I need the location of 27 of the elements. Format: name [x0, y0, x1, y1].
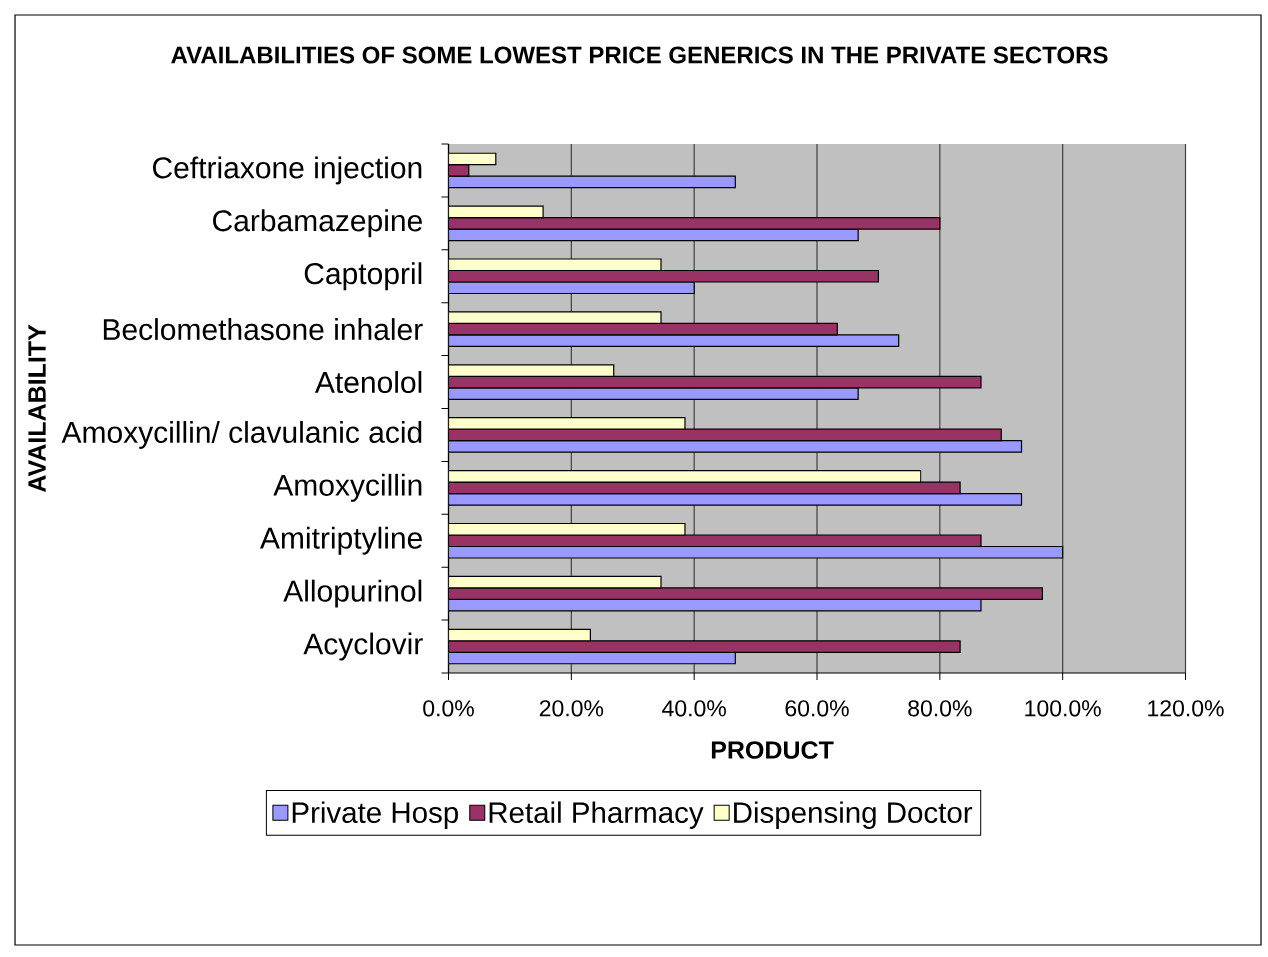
chart-title: AVAILABILITIES OF SOME LOWEST PRICE GENERICS IN THE PRIVATE SECTORS — [171, 46, 1108, 64]
y-tick-label: Amoxycillin — [273, 473, 422, 502]
x-tick-label: 20.0% — [539, 700, 604, 717]
y-tick-label: Ceftriaxone injection — [153, 156, 422, 185]
x-tick-label: 80.0% — [908, 700, 972, 717]
y-tick-label: Atenolol — [314, 371, 422, 394]
y-tick-label: Allopurinol — [283, 579, 422, 608]
y-axis-title: AVAILABILITY — [28, 324, 46, 493]
bar — [448, 640, 961, 653]
y-tick-label: Amitriptyline — [259, 526, 422, 555]
x-tick-label: 40.0% — [662, 700, 726, 717]
y-tick-label: Acyclovir — [303, 632, 423, 661]
x-axis-title: PRODUCT — [711, 741, 834, 759]
bar — [448, 387, 859, 400]
x-tick-label: 0.0% — [423, 700, 474, 717]
x-tick-label: 60.0% — [785, 700, 849, 717]
y-tick-label: Beclomethasone inhaler — [103, 318, 423, 341]
legend-label: Private Hosp — [292, 801, 458, 829]
y-tick-label: Amoxycillin/ clavulanic acid — [61, 420, 422, 449]
legend-label: Dispensing Doctor — [734, 801, 973, 829]
bar — [448, 164, 470, 177]
x-tick-label: 120.0% — [1148, 700, 1224, 717]
legend-label: Retail Pharmacy — [489, 801, 704, 829]
y-tick-label: Captopril — [304, 262, 422, 291]
y-tick-label: Carbamazepine — [213, 209, 422, 238]
bar — [448, 440, 1023, 453]
x-tick-label: 100.0% — [1025, 700, 1101, 717]
